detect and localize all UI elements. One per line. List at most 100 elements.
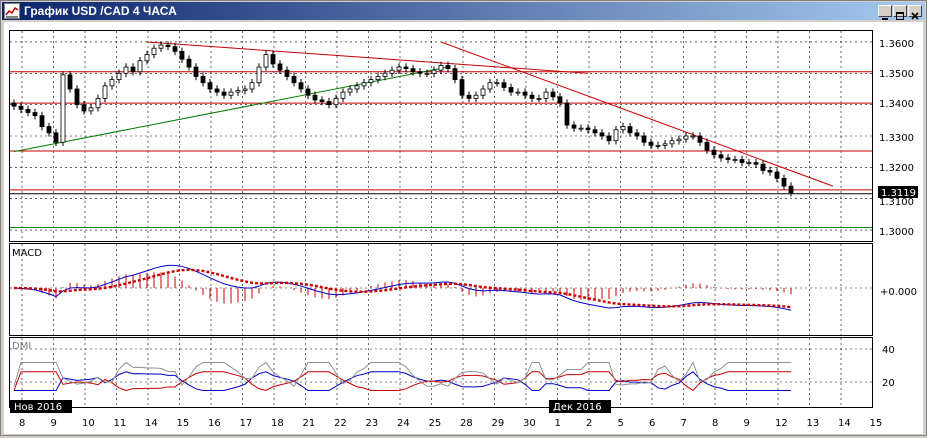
x-tick-label: 30	[523, 418, 536, 429]
price-tick-1.3400: 1.3400	[879, 99, 914, 110]
candle-body	[732, 159, 738, 161]
x-tick-label: 13	[807, 418, 820, 429]
dmi-minus-line	[13, 371, 792, 392]
candle-body	[319, 99, 325, 102]
trend-lines	[13, 41, 834, 187]
candle-body	[46, 126, 52, 134]
candle-body	[704, 141, 710, 151]
downtrend-line	[440, 41, 834, 187]
candle-body	[200, 76, 206, 84]
dmi-tick-20: 20	[882, 378, 895, 389]
maximize-icon	[896, 12, 904, 20]
macd-panel[interactable]	[9, 243, 873, 336]
chart-area[interactable]: 1.3600 1.3500 1.3400 1.3300 1.3200 1.310…	[4, 22, 923, 434]
x-tick-label: 6	[649, 418, 655, 429]
window-title: График USD /CAD 4 ЧАСА	[24, 4, 177, 18]
minimize-button[interactable]	[878, 5, 892, 20]
candle-body	[508, 87, 514, 93]
maximize-button[interactable]	[893, 5, 907, 20]
candle-body	[130, 66, 136, 73]
candle-body	[340, 91, 346, 99]
candle-body	[60, 74, 66, 143]
candle-body	[249, 82, 255, 90]
candle-body	[424, 72, 430, 75]
price-tick-1.3000: 1.3000	[879, 227, 914, 238]
x-tick-label: 12	[775, 418, 788, 429]
candle-body	[368, 79, 374, 84]
x-axis-ticks: 8 9 10 11 14 15 16 17 18 21 22 23 24 25 28 29 30 1 2 5 6 7 8 9 1…	[19, 418, 882, 429]
x-tick-label: 1	[555, 418, 561, 429]
x-tick-label: 7	[681, 418, 687, 429]
candle-body	[641, 135, 647, 143]
candle-body	[354, 85, 360, 90]
candle-body	[739, 159, 745, 164]
candle-body	[690, 135, 696, 138]
current-price-label: 1.3119	[881, 188, 916, 199]
current-price-marker	[878, 186, 918, 198]
candle-body	[389, 69, 395, 74]
close-icon	[911, 12, 919, 20]
candle-body	[599, 132, 605, 137]
candle-body	[312, 94, 318, 101]
dmi-panel[interactable]	[9, 337, 873, 408]
candle-body	[291, 76, 297, 84]
candle-body	[172, 46, 178, 52]
chart-app-icon	[4, 3, 20, 19]
candle-body	[123, 66, 129, 74]
candle-body	[193, 66, 199, 77]
candle-body	[634, 132, 640, 137]
close-button[interactable]	[908, 5, 922, 20]
price-candles	[11, 41, 794, 197]
candle-body	[473, 94, 479, 99]
price-tick-1.3300: 1.3300	[879, 133, 914, 144]
candle-body	[669, 140, 675, 145]
candle-body	[606, 135, 612, 142]
candle-body	[781, 177, 787, 187]
candle-body	[81, 104, 87, 112]
candle-body	[501, 82, 507, 88]
candle-body	[564, 102, 570, 126]
candle-body	[137, 60, 143, 73]
title-bar[interactable]: График USD /CAD 4 ЧАСА	[2, 2, 925, 20]
x-tick-label: 29	[492, 418, 505, 429]
candle-body	[263, 54, 269, 68]
candle-body	[767, 170, 773, 173]
candle-body	[116, 72, 122, 80]
candle-body	[102, 85, 108, 99]
candle-body	[95, 97, 101, 109]
candle-body	[725, 157, 731, 160]
candle-body	[578, 127, 584, 130]
candle-body	[67, 74, 73, 90]
candle-body	[571, 124, 577, 129]
chart-canvas[interactable]: 1.3600 1.3500 1.3400 1.3300 1.3200 1.310…	[4, 22, 923, 434]
candle-body	[466, 94, 472, 99]
candle-body	[676, 138, 682, 142]
candle-body	[487, 82, 493, 90]
x-tick-label: 9	[744, 418, 750, 429]
candle-body	[529, 94, 535, 99]
x-tick-label: 8	[19, 418, 25, 429]
x-tick-label: 14	[145, 418, 158, 429]
macd-line	[13, 264, 792, 311]
candle-body	[25, 108, 31, 113]
candle-body	[32, 112, 38, 117]
resistance-trend-line	[146, 41, 589, 74]
candle-body	[39, 115, 45, 127]
price-tick-1.3100: 1.3100	[879, 197, 914, 208]
candle-body	[515, 91, 521, 94]
candle-body	[11, 102, 17, 107]
x-tick-label: 16	[208, 418, 221, 429]
price-tick-1.3600: 1.3600	[879, 39, 914, 50]
candle-body	[620, 126, 626, 131]
x-tick-label: 17	[240, 418, 253, 429]
candle-body	[452, 68, 458, 80]
dmi-indicator	[13, 361, 792, 392]
candle-body	[326, 101, 332, 106]
candle-body	[557, 96, 563, 104]
adx-line	[13, 361, 792, 387]
candle-body	[431, 69, 437, 74]
candle-body	[774, 171, 780, 179]
candle-body	[74, 88, 80, 106]
candle-body	[613, 129, 619, 142]
